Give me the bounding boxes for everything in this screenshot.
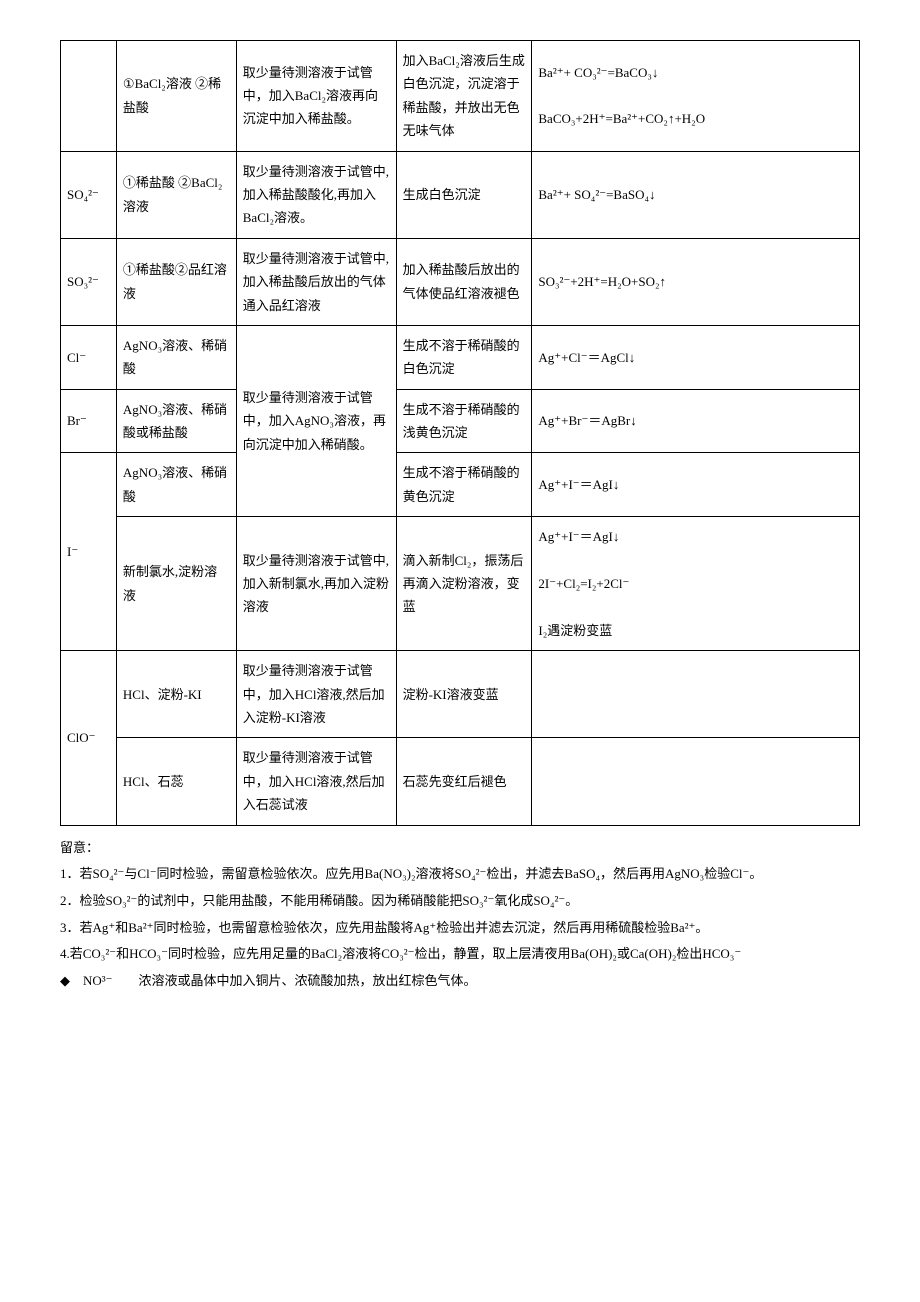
reagent-cell: HCl、淀粉-KI [116,651,236,738]
phenomenon-cell: 加入稀盐酸后放出的气体使品红溶液褪色 [396,238,532,325]
phenomenon-cell: 生成白色沉淀 [396,151,532,238]
note-item: 2．检验SO₃²⁻的试剂中，只能用盐酸，不能用稀硝酸。因为稀硝酸能把SO₃²⁻氧… [60,889,860,914]
reagent-cell: 新制氯水,淀粉溶液 [116,517,236,651]
procedure-cell: 取少量待测溶液于试管中，加入HCl溶液,然后加入淀粉-KI溶液 [236,651,396,738]
ion-test-table: ①BaCl₂溶液 ②稀盐酸 取少量待测溶液于试管中，加入BaCl₂溶液再向沉淀中… [60,40,860,826]
table-row: SO₄²⁻ ①稀盐酸 ②BaCl₂溶液 取少量待测溶液于试管中,加入稀盐酸酸化,… [61,151,860,238]
equation-cell: Ba²⁺+ CO₃²⁻=BaCO₃↓ BaCO₃+2H⁺=Ba²⁺+CO₂↑+H… [532,41,860,152]
equation-cell [532,651,860,738]
table-row: HCl、石蕊 取少量待测溶液于试管中，加入HCl溶液,然后加入石蕊试液 石蕊先变… [61,738,860,825]
notes-section: 留意： 1．若SO₄²⁻与Cl⁻同时检验，需留意检验依次。应先用Ba(NO₃)₂… [60,836,860,994]
reagent-cell: ①稀盐酸 ②BaCl₂溶液 [116,151,236,238]
reagent-cell: HCl、石蕊 [116,738,236,825]
table-row: ①BaCl₂溶液 ②稀盐酸 取少量待测溶液于试管中，加入BaCl₂溶液再向沉淀中… [61,41,860,152]
table-row: ClO⁻ HCl、淀粉-KI 取少量待测溶液于试管中，加入HCl溶液,然后加入淀… [61,651,860,738]
reagent-cell: AgNO₃溶液、稀硝酸 [116,453,236,517]
ion-cell-merged: I⁻ [61,453,117,651]
equation-cell [532,738,860,825]
equation-cell: SO₃²⁻+2H⁺=H₂O+SO₂↑ [532,238,860,325]
procedure-cell: 取少量待测溶液于试管中,加入稀盐酸后放出的气体通入品红溶液 [236,238,396,325]
equation-cell: Ag⁺+Br⁻＝AgBr↓ [532,389,860,453]
phenomenon-cell: 滴入新制Cl₂，振荡后再滴入淀粉溶液，变蓝 [396,517,532,651]
procedure-cell: 取少量待测溶液于试管中，加入BaCl₂溶液再向沉淀中加入稀盐酸。 [236,41,396,152]
equation-cell: Ag⁺+I⁻＝AgI↓ 2I⁻+Cl₂=I₂+2Cl⁻ I₂遇淀粉变蓝 [532,517,860,651]
phenomenon-cell: 石蕊先变红后褪色 [396,738,532,825]
note-item: 1．若SO₄²⁻与Cl⁻同时检验，需留意检验依次。应先用Ba(NO₃)₂溶液将S… [60,862,860,887]
reagent-cell: AgNO₃溶液、稀硝酸或稀盐酸 [116,389,236,453]
procedure-cell: 取少量待测溶液于试管中,加入稀盐酸酸化,再加入BaCl₂溶液。 [236,151,396,238]
table-row: Br⁻ AgNO₃溶液、稀硝酸或稀盐酸 生成不溶于稀硝酸的浅黄色沉淀 Ag⁺+B… [61,389,860,453]
note-item: 4.若CO₃²⁻和HCO₃⁻同时检验，应先用足量的BaCl₂溶液将CO₃²⁻检出… [60,942,860,967]
ion-cell [61,41,117,152]
phenomenon-cell: 生成不溶于稀硝酸的黄色沉淀 [396,453,532,517]
table-row: I⁻ AgNO₃溶液、稀硝酸 生成不溶于稀硝酸的黄色沉淀 Ag⁺+I⁻＝AgI↓ [61,453,860,517]
ion-cell: Cl⁻ [61,325,117,389]
equation-cell: Ag⁺+Cl⁻＝AgCl↓ [532,325,860,389]
phenomenon-cell: 生成不溶于稀硝酸的白色沉淀 [396,325,532,389]
note-bullet: ◆ NO³⁻ 浓溶液或晶体中加入铜片、浓硫酸加热，放出红棕色气体。 [60,969,860,994]
table-row: Cl⁻ AgNO₃溶液、稀硝酸 取少量待测溶液于试管中，加入AgNO₃溶液，再向… [61,325,860,389]
procedure-cell: 取少量待测溶液于试管中,加入新制氯水,再加入淀粉溶液 [236,517,396,651]
procedure-cell: 取少量待测溶液于试管中，加入HCl溶液,然后加入石蕊试液 [236,738,396,825]
equation-cell: Ag⁺+I⁻＝AgI↓ [532,453,860,517]
equation-cell: Ba²⁺+ SO₄²⁻=BaSO₄↓ [532,151,860,238]
reagent-cell: ①BaCl₂溶液 ②稀盐酸 [116,41,236,152]
notes-header: 留意： [60,836,860,861]
table-row: 新制氯水,淀粉溶液 取少量待测溶液于试管中,加入新制氯水,再加入淀粉溶液 滴入新… [61,517,860,651]
table-row: SO₃²⁻ ①稀盐酸②品红溶液 取少量待测溶液于试管中,加入稀盐酸后放出的气体通… [61,238,860,325]
reagent-cell: ①稀盐酸②品红溶液 [116,238,236,325]
phenomenon-cell: 生成不溶于稀硝酸的浅黄色沉淀 [396,389,532,453]
note-item: 3．若Ag⁺和Ba²⁺同时检验，也需留意检验依次，应先用盐酸将Ag⁺检验出并滤去… [60,916,860,941]
ion-cell: SO₄²⁻ [61,151,117,238]
ion-cell-merged: ClO⁻ [61,651,117,825]
phenomenon-cell: 加入BaCl₂溶液后生成白色沉淀，沉淀溶于稀盐酸，并放出无色无味气体 [396,41,532,152]
ion-cell: SO₃²⁻ [61,238,117,325]
reagent-cell: AgNO₃溶液、稀硝酸 [116,325,236,389]
phenomenon-cell: 淀粉-KI溶液变蓝 [396,651,532,738]
ion-cell: Br⁻ [61,389,117,453]
procedure-cell-merged: 取少量待测溶液于试管中，加入AgNO₃溶液，再向沉淀中加入稀硝酸。 [236,325,396,516]
